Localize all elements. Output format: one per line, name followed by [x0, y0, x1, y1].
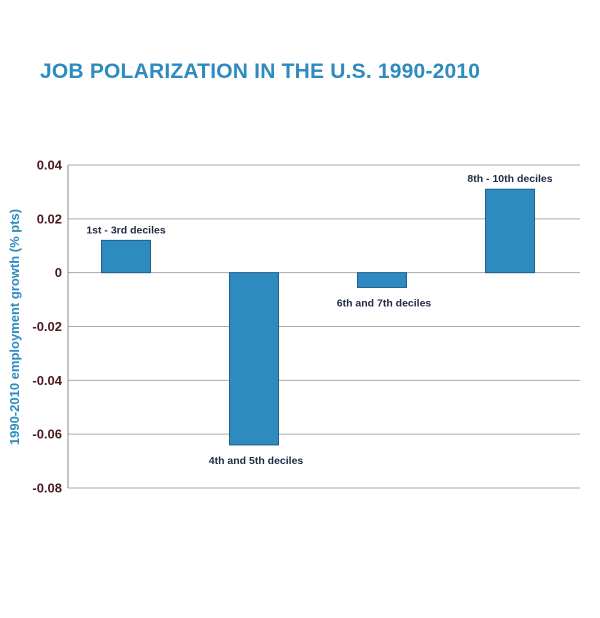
bar-category-label: 4th and 5th deciles — [209, 455, 304, 467]
y-axis-label: 1990-2010 employment growth (% pts) — [7, 209, 22, 445]
bar — [230, 273, 279, 445]
y-axis-ticks: 0.04 0.02 0 -0.02 -0.04 -0.06 -0.08 — [32, 158, 62, 496]
bars — [102, 189, 535, 445]
bar — [486, 189, 535, 272]
y-tick-label: -0.06 — [32, 427, 62, 442]
y-tick-label: 0.04 — [37, 158, 63, 173]
bar-category-label: 6th and 7th deciles — [337, 297, 432, 309]
y-tick-label: -0.02 — [32, 319, 62, 334]
bar-category-label: 1st - 3rd deciles — [86, 224, 166, 236]
y-tick-label: 0 — [55, 265, 62, 280]
bar-category-label: 8th - 10th deciles — [467, 173, 552, 185]
bar-labels: 1st - 3rd deciles 4th and 5th deciles 6th … — [86, 173, 552, 467]
bar — [358, 273, 407, 288]
y-tick-label: 0.02 — [37, 211, 62, 226]
bar-chart: 0.04 0.02 0 -0.02 -0.04 -0.06 -0.08 1st - 3rd … — [0, 0, 600, 618]
bar — [102, 240, 151, 272]
y-tick-label: -0.04 — [32, 373, 62, 388]
y-tick-label: -0.08 — [32, 481, 62, 496]
